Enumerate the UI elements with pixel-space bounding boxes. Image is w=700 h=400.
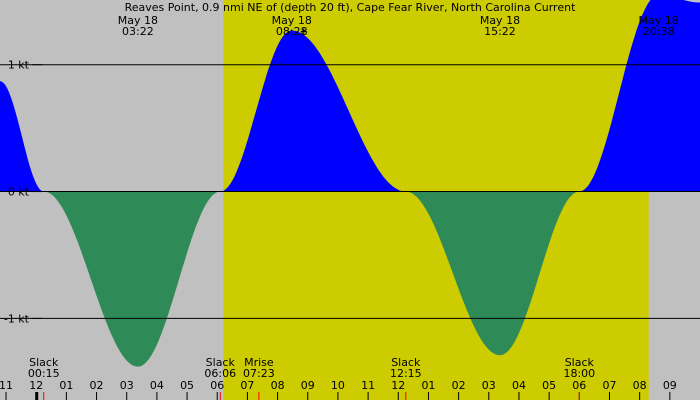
event-name-label: Slack (29, 356, 59, 369)
x-tick-label: 10 (331, 379, 345, 392)
x-tick-label: 07 (240, 379, 254, 392)
peak-date-label: May 18 (118, 14, 158, 27)
x-tick-label: 09 (663, 379, 677, 392)
chart-title: Reaves Point, 0.9 nmi NE of (depth 20 ft… (125, 1, 576, 14)
x-tick-label: 06 (210, 379, 224, 392)
x-tick-label: 04 (512, 379, 526, 392)
event-name-label: Slack (391, 356, 421, 369)
event-time-label: 00:15 (28, 367, 60, 380)
x-tick-label: 11 (361, 379, 375, 392)
current-area-layer (0, 0, 700, 367)
event-time-label: 07:23 (243, 367, 275, 380)
x-tick-label: 12 (391, 379, 405, 392)
x-tick-label: 05 (542, 379, 556, 392)
label-layer: Reaves Point, 0.9 nmi NE of (depth 20 ft… (0, 1, 679, 392)
x-tick-label: 08 (271, 379, 285, 392)
x-tick-label: 06 (572, 379, 586, 392)
peak-date-label: May 18 (639, 14, 679, 27)
peak-date-label: May 18 (480, 14, 520, 27)
peak-time-label: 15:22 (484, 25, 516, 38)
event-time-label: 12:15 (390, 367, 422, 380)
event-name-label: Slack (565, 356, 595, 369)
event-time-label: 06:06 (204, 367, 236, 380)
x-tick-label: 03 (120, 379, 134, 392)
peak-time-label: 03:22 (122, 25, 154, 38)
y-tick-label: 1 kt (8, 59, 30, 72)
x-tick-label: 05 (180, 379, 194, 392)
peak-time-label: 20:38 (643, 25, 675, 38)
x-tick-label: 03 (482, 379, 496, 392)
peak-time-label: 08:28 (276, 25, 308, 38)
x-tick-label: 12 (29, 379, 43, 392)
ebb-area-1 (43, 191, 221, 367)
x-tick-label: 02 (452, 379, 466, 392)
x-tick-label: 02 (90, 379, 104, 392)
y-tick-label: 0 kt (8, 186, 30, 199)
event-name-label: Mrise (244, 356, 274, 369)
flood-area-0 (0, 81, 44, 192)
midnight-marker (35, 392, 39, 400)
ebb-area-3 (405, 191, 580, 356)
x-tick-label: 08 (633, 379, 647, 392)
flood-area-2 (220, 30, 406, 192)
event-name-label: Slack (206, 356, 236, 369)
event-time-label: 18:00 (563, 367, 595, 380)
x-tick-label: 01 (59, 379, 73, 392)
x-tick-label: 04 (150, 379, 164, 392)
x-tick-label: 01 (421, 379, 435, 392)
flood-area-4 (579, 0, 700, 192)
x-tick-label: 09 (301, 379, 315, 392)
x-tick-label: 07 (602, 379, 616, 392)
peak-date-label: May 18 (272, 14, 312, 27)
y-tick-label: -1 kt (4, 312, 30, 325)
x-tick-label: 11 (0, 379, 13, 392)
gridline-layer (0, 28, 700, 400)
